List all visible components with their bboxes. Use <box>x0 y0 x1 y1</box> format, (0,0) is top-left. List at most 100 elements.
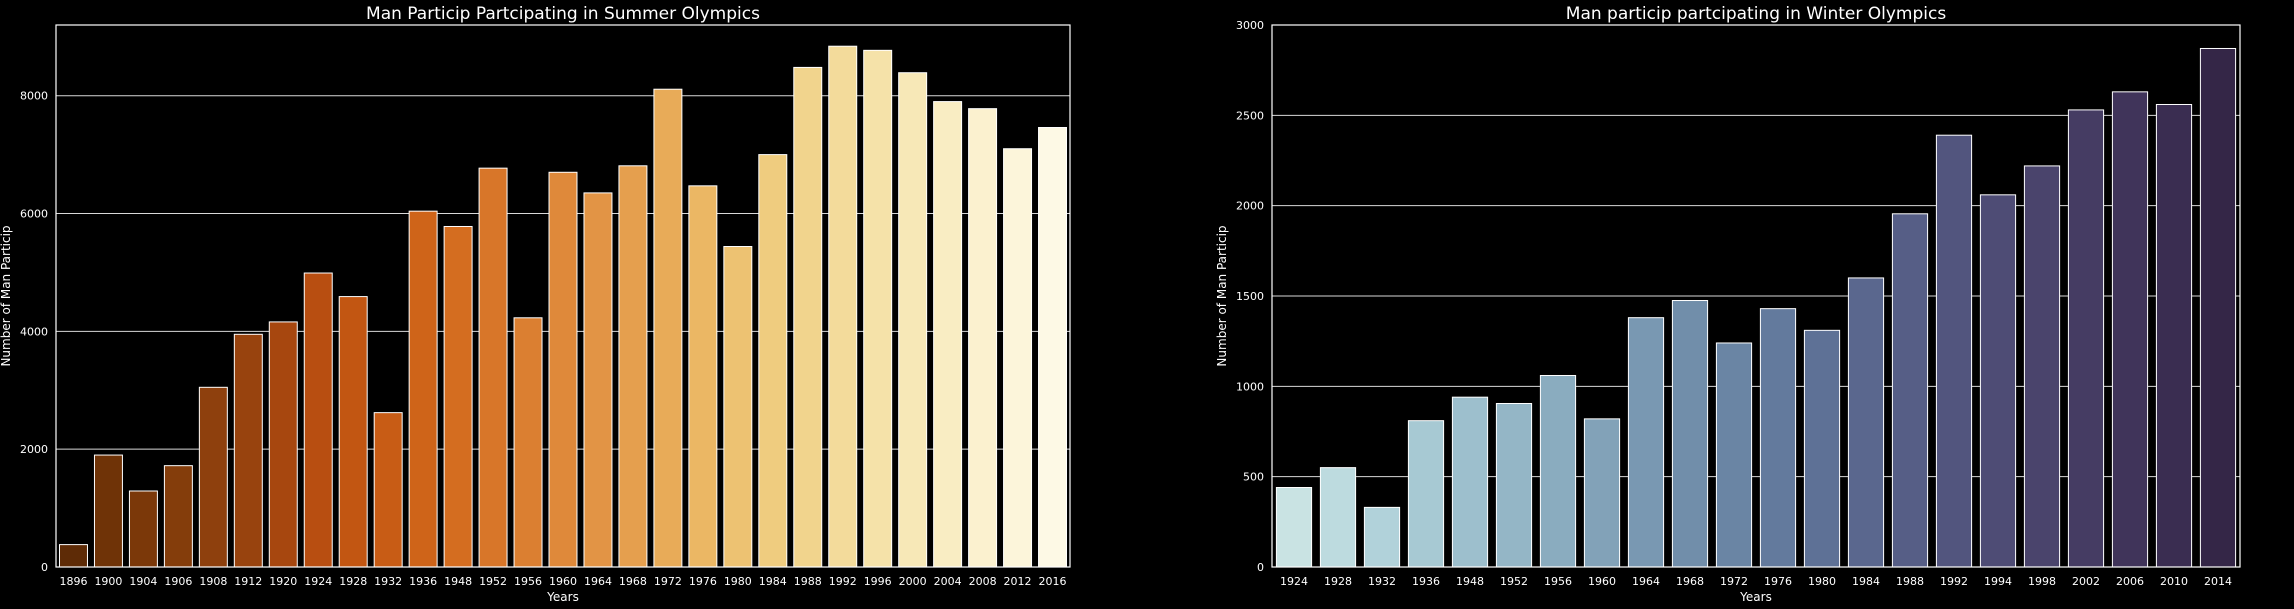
summer-bar-1906 <box>163 465 193 568</box>
winter-bar-1936 <box>1407 420 1445 568</box>
summer-x-tick-label: 2012 <box>1004 575 1032 588</box>
summer-bar-1932 <box>373 412 403 568</box>
summer-x-tick-label: 1920 <box>269 575 297 588</box>
summer-bar-1948 <box>443 225 473 568</box>
winter-x-tick-label: 1994 <box>1984 575 2012 588</box>
summer-x-tick-label: 1972 <box>654 575 682 588</box>
winter-bar-2002 <box>2067 109 2105 568</box>
winter-x-tick-label: 1948 <box>1456 575 1484 588</box>
summer-x-tick-label: 1924 <box>304 575 332 588</box>
winter-bar-1952 <box>1495 402 1533 568</box>
winter-bar-1964 <box>1627 317 1665 568</box>
summer-bar-1912 <box>233 333 263 568</box>
winter-bar-1960 <box>1583 418 1621 568</box>
winter-bar-1976 <box>1759 308 1797 568</box>
summer-bar-1900 <box>93 454 123 568</box>
winter-bar-1994 <box>1979 194 2017 568</box>
summer-y-tick-label: 4000 <box>20 325 48 338</box>
summer-bar-1908 <box>198 386 228 568</box>
winter-x-tick-label: 1980 <box>1808 575 1836 588</box>
winter-x-tick-label: 1972 <box>1720 575 1748 588</box>
winter-y-tick-label: 0 <box>1257 561 1264 574</box>
winter-x-tick-label: 1932 <box>1368 575 1396 588</box>
winter-y-axis-label: Number of Man Particip <box>1215 225 1229 366</box>
winter-x-tick-label: 1976 <box>1764 575 1792 588</box>
summer-x-tick-label: 1968 <box>619 575 647 588</box>
summer-x-tick-label: 1984 <box>759 575 787 588</box>
summer-plot-frame <box>55 24 1071 568</box>
winter-x-tick-label: 1984 <box>1852 575 1880 588</box>
summer-bar-1896 <box>58 544 88 568</box>
summer-x-tick-label: 1996 <box>864 575 892 588</box>
winter-y-tick-label: 1500 <box>1236 290 1264 303</box>
summer-x-tick-label: 1936 <box>409 575 437 588</box>
summer-bar-1928 <box>338 296 368 568</box>
winter-bar-1932 <box>1363 506 1401 568</box>
summer-bar-1992 <box>828 45 858 568</box>
summer-x-tick-label: 1904 <box>129 575 157 588</box>
winter-chart-title: Man particip partcipating in Winter Olym… <box>1566 4 1947 24</box>
summer-bar-1988 <box>793 66 823 568</box>
summer-y-tick-label: 8000 <box>20 90 48 103</box>
winter-bar-1972 <box>1715 342 1753 568</box>
summer-bar-1996 <box>863 49 893 568</box>
summer-y-tick-label: 6000 <box>20 208 48 221</box>
summer-bar-1960 <box>548 171 578 568</box>
summer-y-axis-label: Number of Man Particip <box>0 225 13 366</box>
winter-y-tick-label: 2500 <box>1236 109 1264 122</box>
summer-x-tick-label: 1952 <box>479 575 507 588</box>
summer-x-tick-label: 1906 <box>164 575 192 588</box>
summer-x-tick-label: 2008 <box>969 575 997 588</box>
summer-olympics-chart: Man Particip Partcipating in Summer Olym… <box>0 4 1071 604</box>
winter-x-tick-label: 1952 <box>1500 575 1528 588</box>
summer-bar-2016 <box>1038 127 1068 568</box>
winter-bar-2010 <box>2155 103 2193 568</box>
winter-bar-1984 <box>1847 277 1885 568</box>
summer-x-tick-label: 1964 <box>584 575 612 588</box>
winter-x-tick-label: 1936 <box>1412 575 1440 588</box>
summer-bar-1924 <box>303 272 333 568</box>
winter-bar-2006 <box>2111 91 2149 568</box>
summer-x-tick-label: 1896 <box>59 575 87 588</box>
winter-bar-1980 <box>1803 329 1841 568</box>
winter-x-tick-label: 1988 <box>1896 575 1924 588</box>
winter-x-tick-label: 2006 <box>2116 575 2144 588</box>
winter-x-tick-label: 1998 <box>2028 575 2056 588</box>
winter-bar-1928 <box>1319 467 1357 568</box>
summer-x-tick-label: 1960 <box>549 575 577 588</box>
summer-bar-2004 <box>933 101 963 568</box>
winter-bar-1968 <box>1671 300 1709 568</box>
summer-bar-2008 <box>968 108 998 568</box>
winter-bar-1992 <box>1935 134 1973 568</box>
summer-bar-1984 <box>758 154 788 568</box>
winter-x-tick-label: 1928 <box>1324 575 1352 588</box>
summer-bar-1972 <box>653 88 683 568</box>
winter-bar-1988 <box>1891 213 1929 568</box>
winter-x-tick-label: 2010 <box>2160 575 2188 588</box>
winter-y-tick-label: 500 <box>1243 471 1264 484</box>
winter-x-tick-label: 1924 <box>1280 575 1308 588</box>
winter-y-tick-label: 1000 <box>1236 380 1264 393</box>
winter-bar-1948 <box>1451 396 1489 568</box>
summer-y-tick-label: 2000 <box>20 443 48 456</box>
winter-x-tick-label: 1968 <box>1676 575 1704 588</box>
winter-x-axis-label: Years <box>1739 590 1772 604</box>
summer-chart-title: Man Particip Partcipating in Summer Olym… <box>366 4 760 24</box>
summer-bar-1956 <box>513 317 543 568</box>
winter-x-tick-label: 1956 <box>1544 575 1572 588</box>
summer-x-tick-label: 1976 <box>689 575 717 588</box>
summer-x-tick-label: 1900 <box>94 575 122 588</box>
summer-bar-1980 <box>723 246 753 568</box>
summer-bar-1920 <box>268 321 298 568</box>
winter-plot-frame <box>1271 24 2241 568</box>
summer-bar-1952 <box>478 167 508 568</box>
summer-x-tick-label: 1928 <box>339 575 367 588</box>
winter-x-tick-label: 1960 <box>1588 575 1616 588</box>
summer-bar-1904 <box>128 490 158 568</box>
winter-x-tick-label: 1964 <box>1632 575 1660 588</box>
summer-x-tick-label: 1908 <box>199 575 227 588</box>
summer-x-tick-label: 1948 <box>444 575 472 588</box>
winter-x-tick-label: 1992 <box>1940 575 1968 588</box>
summer-x-tick-label: 1980 <box>724 575 752 588</box>
